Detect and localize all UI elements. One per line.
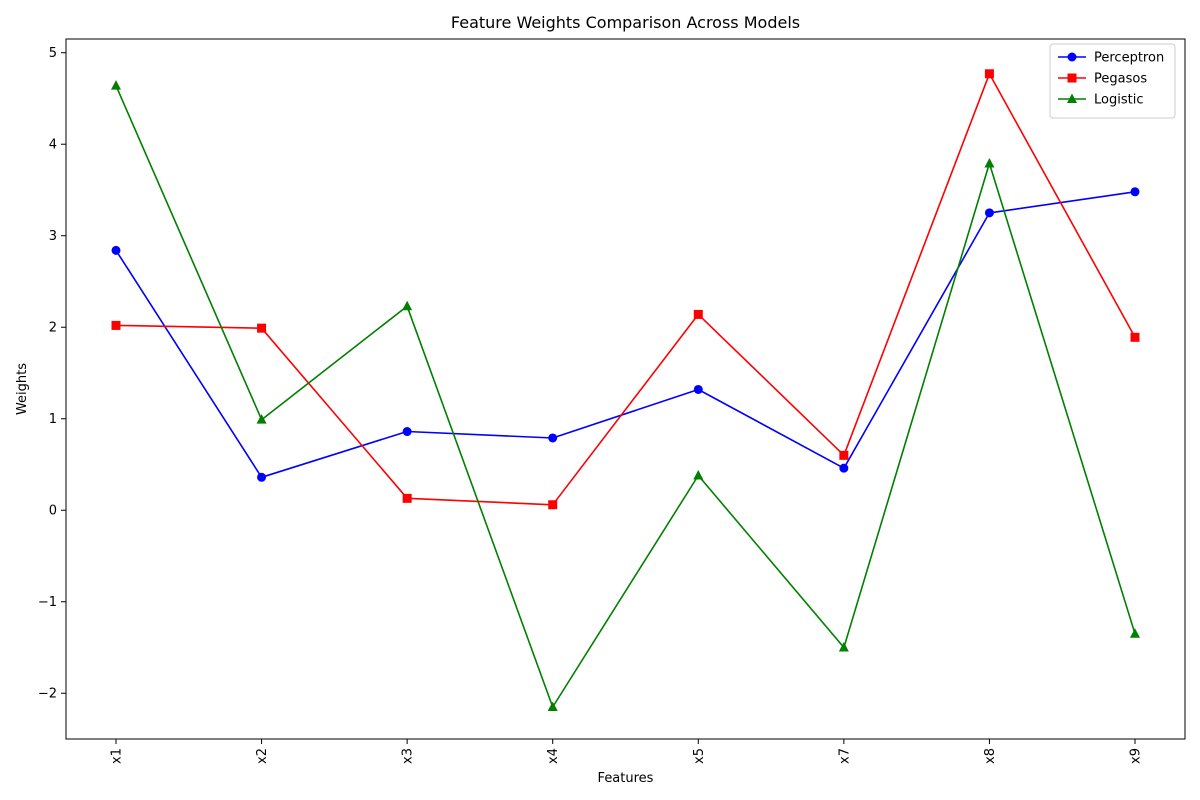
data-point-pegasos [984,69,994,79]
data-point-pegasos [548,500,558,510]
x-axis-title: Features [598,771,654,786]
data-point-perceptron [548,433,558,443]
data-point-pegasos [1130,332,1140,342]
data-point-logistic [693,469,704,480]
data-point-perceptron [839,463,849,473]
chart-title: Feature Weights Comparison Across Models [451,13,800,32]
data-point-perceptron [693,384,703,394]
x-tick-label: x2 [255,748,270,764]
x-tick-label: x4 [546,748,561,764]
y-tick-label: −2 [38,687,57,702]
legend-label-pegasos: Pegasos [1094,72,1147,87]
legend-marker-pegasos [1067,73,1077,83]
data-point-logistic [984,157,995,168]
data-point-pegasos [839,450,849,460]
x-tick-label: x9 [1129,748,1144,764]
data-point-perceptron [984,208,994,218]
data-point-pegasos [402,493,412,503]
y-tick-label: 1 [49,412,57,427]
x-tick-label: x5 [692,748,707,764]
data-point-pegasos [257,323,267,333]
y-axis-title: Weights [15,363,30,415]
y-tick-label: 5 [49,46,57,61]
data-point-pegasos [111,320,121,330]
x-tick-label: x7 [837,748,852,764]
plot-frame [65,38,1186,740]
data-point-logistic [111,80,121,90]
y-tick-label: 0 [49,504,57,519]
legend-label-logistic: Logistic [1094,93,1143,108]
y-tick-label: 3 [49,229,57,244]
data-point-pegasos [693,309,703,319]
legend-marker-perceptron [1067,52,1077,62]
legend: Perceptron Pegasos Logistic [1049,43,1176,119]
legend-label-perceptron: Perceptron [1094,51,1164,66]
plot-area: −2 −1 0 1 2 3 4 5 x1 x2 x3 x4 x5 x7 x8 x9 [38,38,1186,764]
data-point-perceptron [402,427,412,437]
data-point-logistic [256,414,267,424]
series-line-perceptron [115,191,1136,479]
y-tick-label: 4 [49,138,57,153]
data-point-perceptron [1130,187,1140,197]
data-point-logistic [838,641,849,652]
data-point-perceptron [257,472,267,482]
x-tick-label: x1 [110,748,125,764]
series-line-pegasos [115,73,1136,506]
x-tick-label: x3 [401,748,416,764]
x-tick-label: x8 [983,748,998,764]
data-point-perceptron [111,245,121,255]
legend-marker-logistic [1067,93,1077,103]
series-line-logistic [115,85,1136,708]
data-point-logistic [402,300,413,311]
y-tick-label: 2 [49,321,57,336]
data-point-logistic [1130,628,1140,638]
y-tick-label: −1 [38,595,57,610]
data-point-logistic [547,701,558,711]
